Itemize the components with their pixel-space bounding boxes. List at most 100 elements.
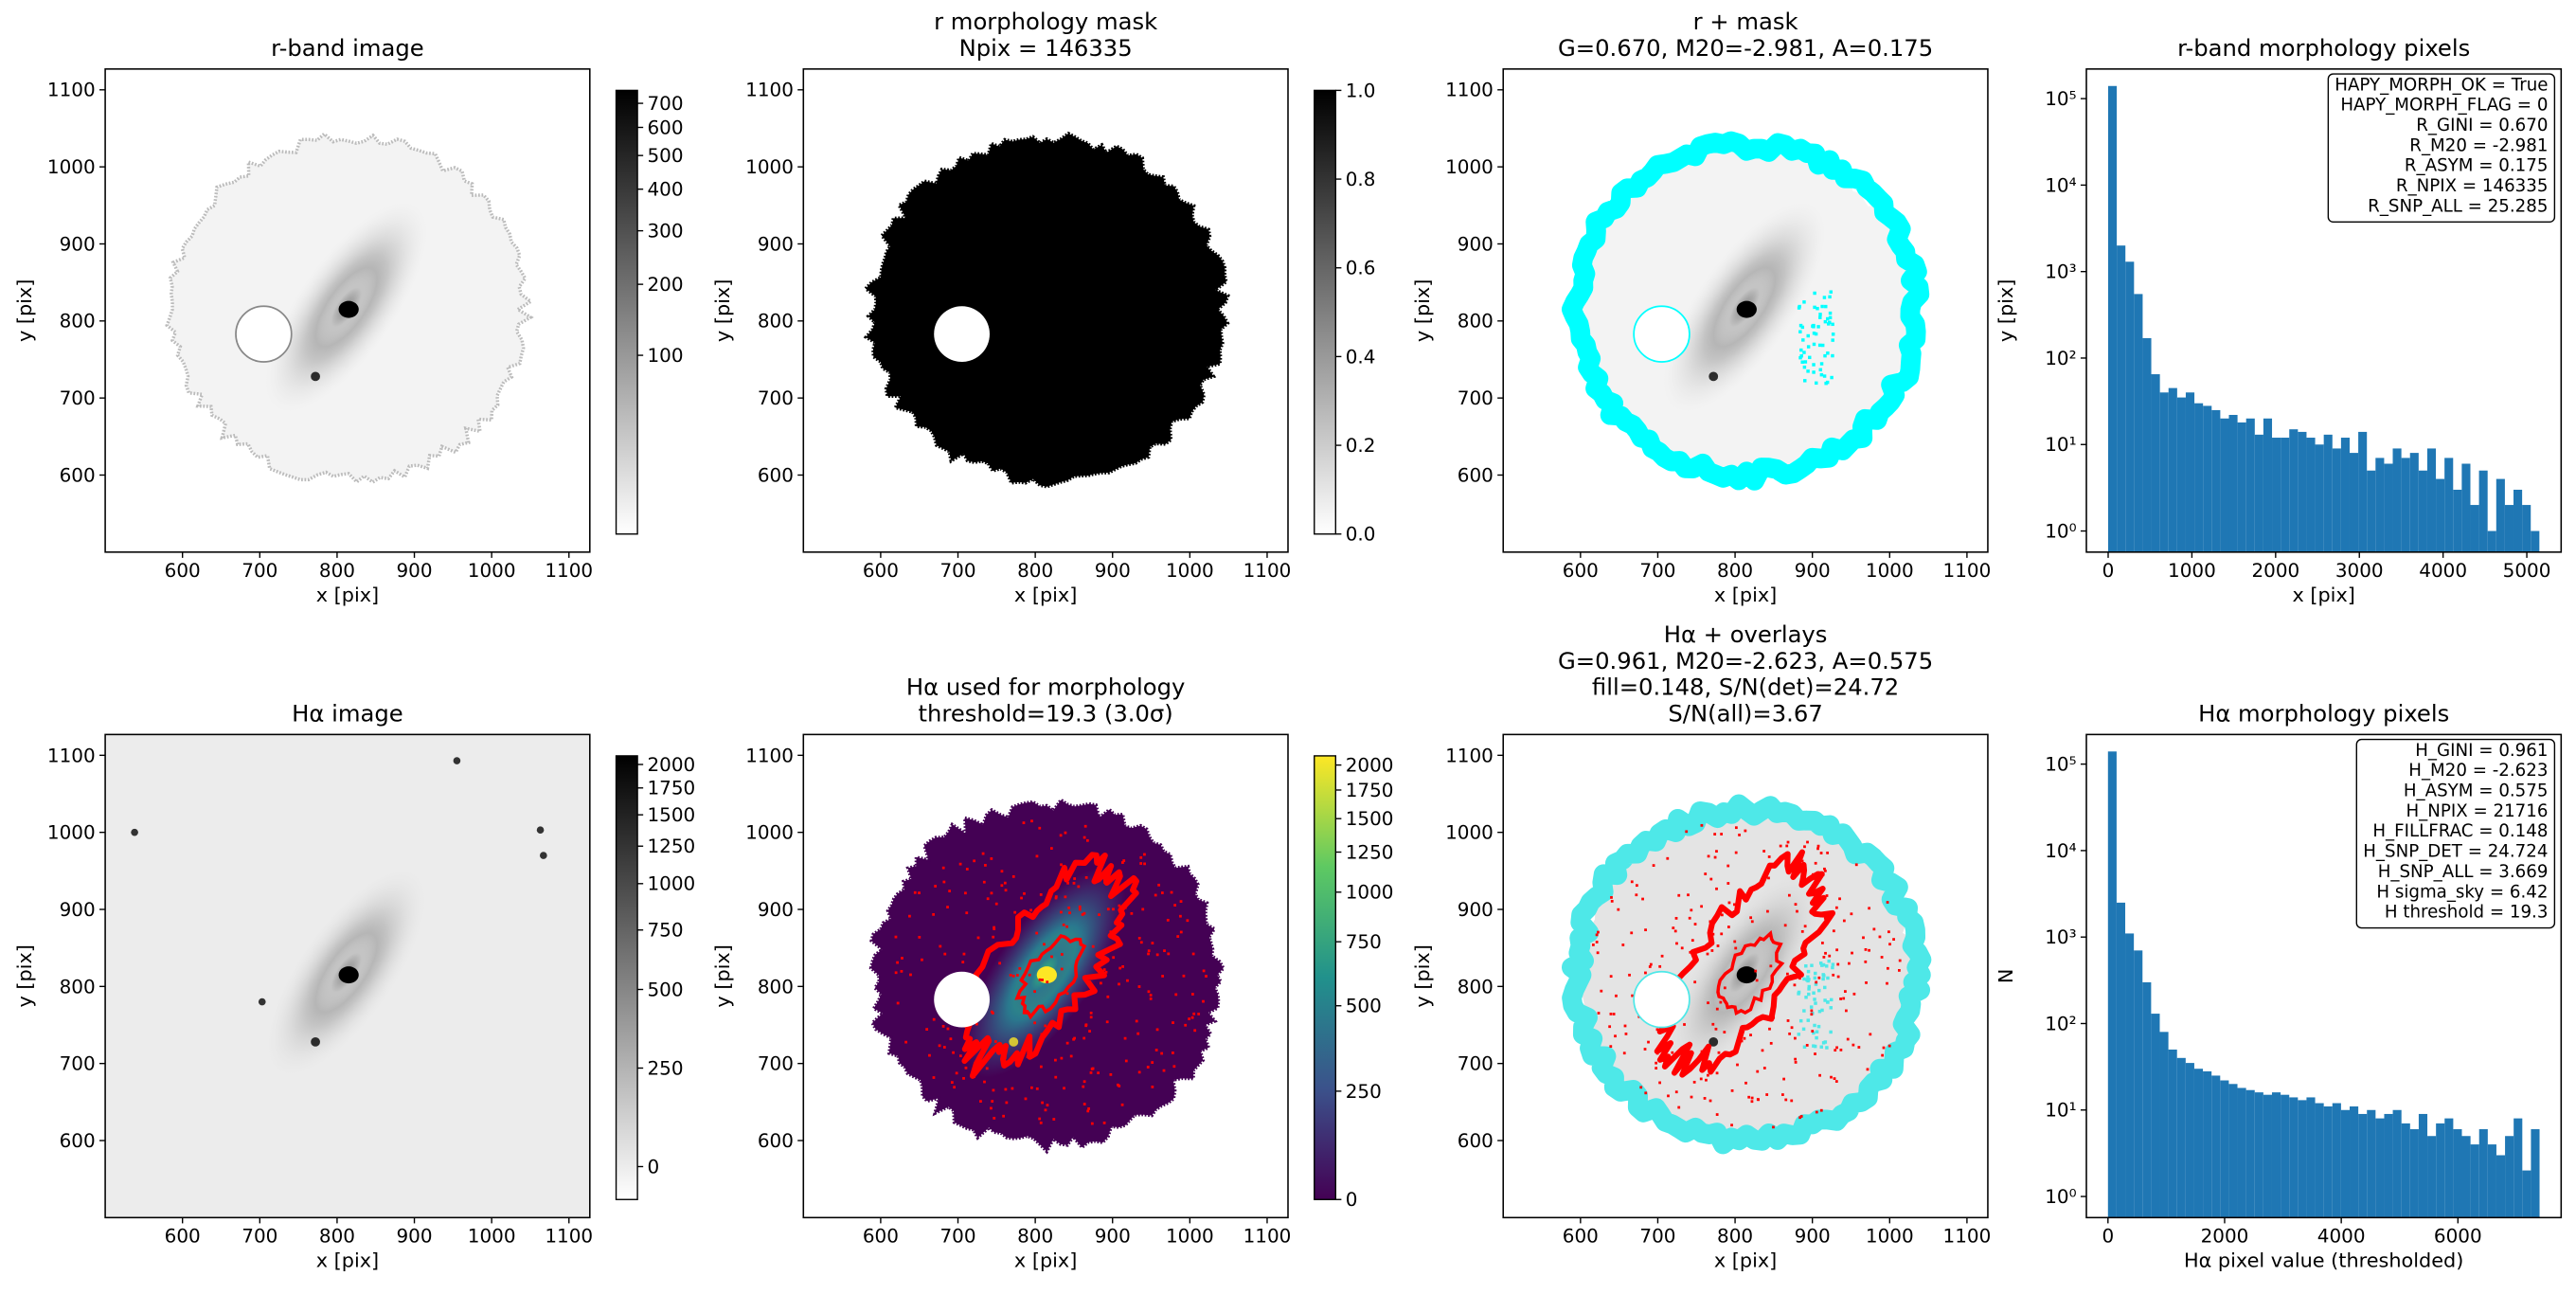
contour-speck [962, 952, 966, 956]
contour-speck [1880, 956, 1884, 959]
contour-speck [1038, 826, 1042, 830]
mask-speck [1818, 962, 1823, 965]
contour-speck [1649, 962, 1653, 966]
contour-speck [974, 1048, 977, 1051]
hist-bar [2522, 505, 2531, 552]
contour-speck [1798, 1116, 1802, 1120]
contour-speck [1186, 919, 1190, 923]
contour-speck [1078, 905, 1082, 908]
contour-speck [1790, 1026, 1794, 1030]
hist-bar [2142, 337, 2152, 552]
y-tick-label: 1100 [47, 79, 96, 101]
hist-bar [2194, 403, 2204, 552]
mask-speck [1816, 1024, 1821, 1029]
mask-speck [1812, 1031, 1816, 1035]
x-tick-label: 0 [2102, 1224, 2114, 1247]
point-source [258, 997, 266, 1006]
contour [961, 852, 1139, 1079]
mask-speck [1802, 1009, 1806, 1013]
contour-speck [1003, 1055, 1007, 1059]
x-tick-label: 700 [939, 559, 975, 582]
contour-speck [1756, 1069, 1760, 1073]
x-axis-label: Hα pixel value (thresholded) [2184, 1249, 2463, 1271]
mask-speck [1823, 985, 1827, 990]
x-tick-label: 600 [863, 559, 899, 582]
contour-speck [1005, 1101, 1009, 1105]
contour-speck [1060, 1056, 1064, 1060]
x-tick-label: 700 [1639, 1224, 1675, 1247]
contour-speck [1714, 1027, 1718, 1031]
contour-speck [1800, 859, 1804, 863]
mask-speck [1812, 1044, 1816, 1048]
mask-speck [1798, 355, 1802, 360]
contour-speck [1796, 909, 1798, 913]
y-tick-label: 600 [758, 463, 794, 486]
contour-speck [1109, 1072, 1113, 1076]
mask-speck [1827, 959, 1831, 963]
contour [1014, 934, 1087, 1020]
mask-speck [1820, 343, 1825, 348]
star-mask [1633, 970, 1690, 1029]
colorbar-tick-label: 1000 [1346, 881, 1394, 904]
colorbar-tick-label: 500 [648, 978, 684, 1000]
contour-speck [1089, 1015, 1093, 1019]
contour-speck [1818, 1073, 1821, 1077]
x-axis-label: x [pix] [2292, 584, 2354, 606]
contour-speck [1608, 1025, 1612, 1029]
contour [1654, 849, 1836, 1078]
contour-speck [1842, 919, 1846, 923]
mask-speck [1820, 1008, 1824, 1013]
contour-speck [934, 885, 938, 888]
axes-frame [2085, 68, 2563, 553]
contour-speck [1015, 974, 1019, 977]
contour-speck [1039, 1065, 1043, 1069]
contour-speck [1658, 964, 1662, 968]
contour-speck [1098, 913, 1100, 917]
contour-speck [1688, 916, 1691, 920]
colorbar-tick-label: 1250 [1346, 840, 1394, 863]
contour-speck [1109, 930, 1113, 934]
contour-speck [949, 1037, 953, 1041]
hist-bar [2513, 489, 2523, 552]
contour-speck [994, 902, 998, 906]
hist-bar [2444, 1118, 2454, 1218]
colorbar-tick-label: 1500 [648, 803, 696, 826]
colorbar-tick-label: 0.2 [1346, 434, 1376, 457]
contour-speck [1834, 1080, 1838, 1083]
hist-bar [2470, 505, 2479, 552]
contour-speck [1052, 1118, 1056, 1121]
colorbar-tick-label: 0 [1346, 1188, 1358, 1211]
mask-speck [1800, 325, 1805, 330]
hist-bar [2531, 530, 2540, 552]
y-tick-label: 600 [60, 463, 96, 486]
contour-speck [990, 891, 993, 895]
hist-bar [2504, 505, 2514, 552]
contour-speck [1630, 880, 1634, 884]
hist-bar [2487, 1144, 2496, 1218]
x-tick-label: 900 [1095, 559, 1131, 582]
contour-speck [1044, 1024, 1047, 1028]
contour-speck [1719, 1000, 1723, 1004]
contour-speck [991, 1100, 994, 1103]
contour-speck [1868, 907, 1871, 910]
contour-speck [1835, 1046, 1838, 1050]
y-tick-label: 10³ [2045, 261, 2076, 283]
contour-speck [1082, 1085, 1085, 1088]
hist-bar [2375, 1118, 2385, 1218]
contour-speck [1830, 1075, 1833, 1079]
contour-speck [1595, 933, 1599, 937]
y-tick-label: 900 [60, 898, 96, 921]
contour-speck [1795, 864, 1798, 868]
contour-speck [1897, 969, 1901, 972]
contour-speck [1155, 1028, 1159, 1032]
x-axis-label: x [pix] [316, 1249, 379, 1271]
contour-speck [1707, 1073, 1709, 1077]
contour-speck [1715, 887, 1718, 890]
contour-speck [1720, 913, 1724, 917]
mask-speck [1823, 319, 1828, 324]
colorbar-tick-label: 250 [1346, 1080, 1382, 1103]
mask-speck [1812, 342, 1816, 347]
x-tick-label: 800 [1717, 559, 1753, 582]
colorbar-tick-label: 2000 [648, 753, 696, 776]
y-tick-label: 10³ [2045, 926, 2076, 948]
